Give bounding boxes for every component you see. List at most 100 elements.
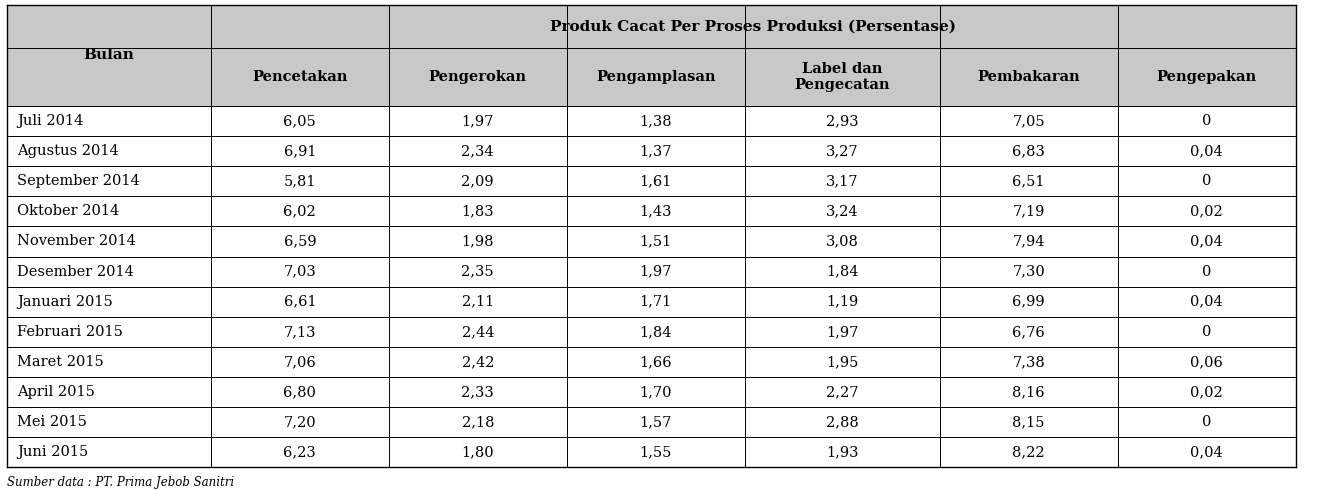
Text: 1,97: 1,97: [639, 265, 672, 279]
Bar: [567, 347, 745, 377]
Text: 3,24: 3,24: [826, 204, 858, 219]
Text: Pencetakan: Pencetakan: [252, 70, 348, 84]
Text: 1,70: 1,70: [639, 385, 672, 399]
Bar: [567, 287, 745, 317]
Bar: [567, 106, 745, 136]
Text: 2,44: 2,44: [461, 325, 494, 339]
Text: 3,27: 3,27: [826, 144, 858, 158]
Text: 1,83: 1,83: [461, 204, 494, 219]
Bar: [567, 407, 745, 437]
Text: 1,57: 1,57: [639, 415, 672, 429]
Text: 0,04: 0,04: [1190, 294, 1223, 309]
Text: Pengamplasan: Pengamplasan: [596, 70, 716, 84]
Bar: [211, 136, 389, 166]
Bar: [567, 196, 745, 226]
Text: 7,38: 7,38: [1012, 355, 1045, 369]
Bar: [567, 166, 745, 196]
Text: 6,59: 6,59: [283, 234, 316, 248]
Bar: [7, 106, 211, 136]
Text: 6,05: 6,05: [283, 114, 316, 128]
Text: April 2015: April 2015: [17, 385, 95, 399]
Bar: [745, 347, 940, 377]
Text: 1,84: 1,84: [826, 265, 858, 279]
Text: 0,02: 0,02: [1190, 204, 1223, 219]
Text: 0,02: 0,02: [1190, 385, 1223, 399]
Bar: [7, 407, 211, 437]
Bar: [211, 407, 389, 437]
Bar: [745, 437, 940, 467]
Text: 1,80: 1,80: [461, 445, 494, 460]
Bar: [567, 136, 745, 166]
Text: 8,16: 8,16: [1012, 385, 1045, 399]
Text: 1,95: 1,95: [826, 355, 858, 369]
Text: 7,13: 7,13: [283, 325, 316, 339]
Text: 7,03: 7,03: [283, 265, 316, 279]
Bar: [7, 196, 211, 226]
Bar: [567, 226, 745, 257]
Bar: [211, 257, 389, 287]
Text: 6,51: 6,51: [1012, 174, 1045, 188]
Text: 0: 0: [1202, 325, 1211, 339]
Text: 5,81: 5,81: [283, 174, 316, 188]
Bar: [7, 226, 211, 257]
Bar: [567, 317, 745, 347]
Bar: [1118, 377, 1296, 407]
Bar: [211, 437, 389, 467]
Bar: [389, 196, 567, 226]
Text: 1,84: 1,84: [639, 325, 672, 339]
Text: 6,83: 6,83: [1012, 144, 1045, 158]
Bar: [567, 257, 745, 287]
Bar: [389, 437, 567, 467]
Bar: [389, 377, 567, 407]
Text: 0,04: 0,04: [1190, 144, 1223, 158]
Bar: [1118, 347, 1296, 377]
Text: 2,88: 2,88: [826, 415, 858, 429]
Bar: [745, 106, 940, 136]
Bar: [940, 48, 1118, 106]
Text: 0,04: 0,04: [1190, 445, 1223, 460]
Bar: [567, 48, 745, 106]
Bar: [211, 5, 1296, 48]
Bar: [7, 166, 211, 196]
Text: 7,05: 7,05: [1012, 114, 1045, 128]
Text: Pengerokan: Pengerokan: [428, 70, 527, 84]
Bar: [940, 226, 1118, 257]
Text: Desember 2014: Desember 2014: [17, 265, 134, 279]
Text: 6,61: 6,61: [283, 294, 316, 309]
Text: 7,30: 7,30: [1012, 265, 1045, 279]
Text: 1,61: 1,61: [639, 174, 672, 188]
Text: 2,34: 2,34: [461, 144, 494, 158]
Text: 7,06: 7,06: [283, 355, 316, 369]
Bar: [940, 166, 1118, 196]
Text: 1,71: 1,71: [639, 294, 672, 309]
Text: 0,04: 0,04: [1190, 234, 1223, 248]
Bar: [567, 437, 745, 467]
Text: Produk Cacat Per Proses Produksi (Persentase): Produk Cacat Per Proses Produksi (Persen…: [550, 20, 957, 33]
Bar: [1118, 317, 1296, 347]
Bar: [389, 257, 567, 287]
Bar: [211, 287, 389, 317]
Text: Sumber data : PT. Prima Jebob Sanitri: Sumber data : PT. Prima Jebob Sanitri: [7, 476, 233, 490]
Bar: [7, 5, 211, 106]
Text: Bulan: Bulan: [83, 49, 134, 62]
Bar: [745, 196, 940, 226]
Text: Oktober 2014: Oktober 2014: [17, 204, 120, 219]
Bar: [745, 407, 940, 437]
Text: Agustus 2014: Agustus 2014: [17, 144, 119, 158]
Text: Februari 2015: Februari 2015: [17, 325, 123, 339]
Text: Mei 2015: Mei 2015: [17, 415, 87, 429]
Bar: [940, 437, 1118, 467]
Bar: [940, 136, 1118, 166]
Text: 1,19: 1,19: [826, 294, 858, 309]
Bar: [940, 287, 1118, 317]
Bar: [940, 347, 1118, 377]
Text: 6,02: 6,02: [283, 204, 316, 219]
Text: 1,43: 1,43: [639, 204, 672, 219]
Bar: [211, 377, 389, 407]
Text: 1,97: 1,97: [461, 114, 494, 128]
Bar: [1118, 437, 1296, 467]
Bar: [1118, 48, 1296, 106]
Bar: [745, 48, 940, 106]
Text: 8,22: 8,22: [1012, 445, 1045, 460]
Bar: [7, 257, 211, 287]
